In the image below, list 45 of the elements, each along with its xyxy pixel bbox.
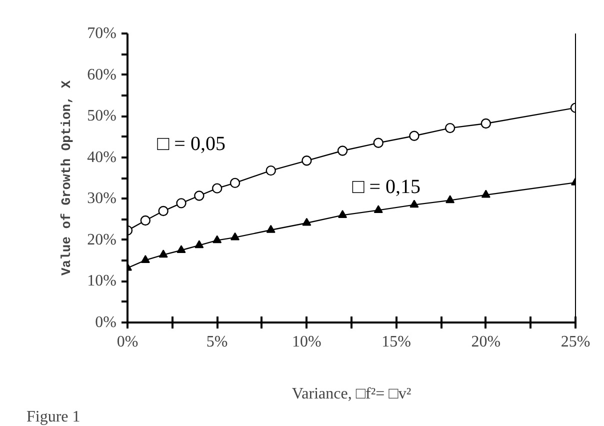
x-tick-label: 20%	[471, 334, 501, 350]
point	[302, 156, 312, 166]
point	[140, 215, 151, 226]
point	[480, 118, 491, 129]
point	[337, 146, 348, 156]
x-tick-label: 0%	[116, 334, 138, 350]
y-tick-label: 30%	[87, 190, 116, 208]
y-tick-label: 60%	[87, 66, 116, 84]
y-tick-label: 10%	[87, 272, 116, 290]
point	[212, 235, 222, 244]
y-axis-title: Value of Growth Option, X	[59, 80, 74, 276]
x-tick-label: 5%	[206, 334, 228, 350]
point	[409, 130, 420, 141]
point	[410, 200, 419, 208]
caption: Figure 1	[26, 408, 80, 426]
series-label: □ = 0,15	[352, 176, 421, 198]
point	[212, 183, 222, 194]
y-tick-label: 20%	[87, 231, 116, 248]
x-tick-label: 10%	[292, 334, 322, 350]
x-tick-label: 25%	[560, 334, 590, 350]
point	[374, 205, 383, 214]
point	[194, 240, 204, 248]
point	[373, 138, 384, 148]
y-tick-label: 40%	[87, 148, 116, 166]
point	[230, 232, 240, 240]
y-tick-label: 0%	[95, 314, 116, 331]
point	[266, 224, 276, 233]
x-axis-title: Variance, □f²= □v²	[292, 386, 412, 402]
x-tick-label: 15%	[382, 334, 411, 350]
y-tick-label: 50%	[87, 108, 116, 125]
point	[302, 218, 312, 226]
y-tick-label: 70%	[87, 25, 116, 42]
point	[158, 206, 168, 216]
point	[194, 190, 204, 201]
point	[176, 198, 186, 208]
point	[338, 210, 348, 218]
point	[446, 195, 455, 204]
point	[176, 245, 186, 254]
point	[140, 255, 150, 263]
point	[158, 250, 168, 258]
point	[266, 165, 276, 176]
point	[230, 178, 240, 188]
point	[481, 190, 490, 198]
point	[444, 122, 456, 134]
series-label: □ = 0,05	[157, 133, 226, 156]
